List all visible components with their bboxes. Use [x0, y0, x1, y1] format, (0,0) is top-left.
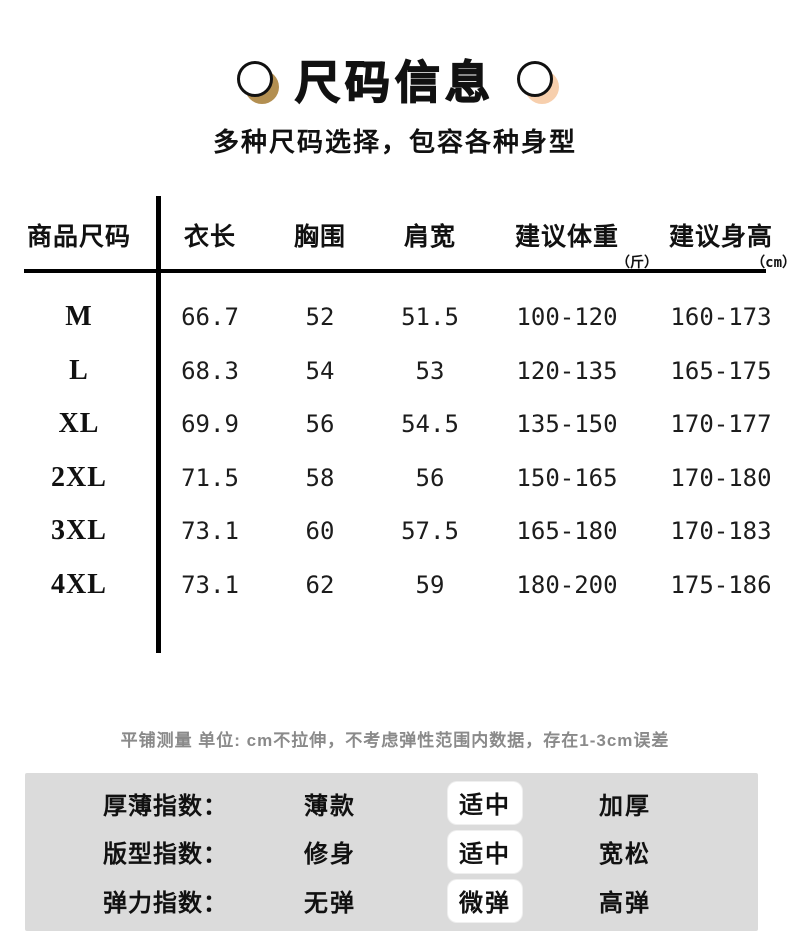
index-option-selected: 适中 — [410, 830, 560, 873]
cell-weight: 100-120 — [516, 303, 618, 331]
index-row-fit: 版型指数： 修身 适中 宽松 — [25, 830, 758, 873]
cell-weight: 150-165 — [516, 464, 618, 492]
cell-length: 73.1 — [181, 517, 239, 545]
table-row-m: M 66.7 52 51.5 100-120 160-173 — [0, 290, 790, 344]
column-header-height: 建议身高 （cm） — [652, 217, 790, 271]
cell-size: 4XL — [51, 569, 107, 600]
cell-chest: 54 — [305, 357, 335, 385]
cell-length: 68.3 — [181, 357, 239, 385]
page-title-row: 尺码信息 — [0, 46, 790, 111]
cell-length: 66.7 — [181, 303, 239, 331]
cell-size: XL — [58, 408, 100, 439]
column-unit-height: （cm） — [751, 255, 790, 271]
index-panel: 厚薄指数： 薄款 适中 加厚 版型指数： 修身 适中 宽松 弹力指数： 无弹 微… — [25, 773, 758, 931]
cell-length: 73.1 — [181, 571, 239, 599]
cell-height: 170-183 — [670, 517, 772, 545]
cell-weight: 135-150 — [516, 410, 618, 438]
column-header-size: 商品尺码 — [26, 223, 131, 251]
table-row-3xl: 3XL 73.1 60 57.5 165-180 170-183 — [0, 504, 790, 558]
column-header-weight-label: 建议体重 — [514, 223, 619, 251]
selected-option-box: 适中 — [448, 782, 522, 825]
cell-height: 160-173 — [670, 303, 772, 331]
index-option: 宽松 — [599, 841, 651, 869]
table-header-divider — [24, 269, 766, 273]
index-option: 无弹 — [304, 890, 356, 918]
index-option: 修身 — [304, 841, 356, 869]
index-row-thickness: 厚薄指数： 薄款 适中 加厚 — [25, 782, 758, 825]
cell-height: 170-180 — [670, 464, 772, 492]
cell-shoulder: 57.5 — [401, 517, 459, 545]
cell-length: 69.9 — [181, 410, 239, 438]
cell-length: 71.5 — [181, 464, 239, 492]
table-vertical-divider — [156, 196, 161, 653]
index-option: 薄款 — [304, 792, 356, 820]
size-table: 商品尺码 衣长 胸围 肩宽 建议体重 （斤） 建议身高 （cm） M 66.7 … — [0, 196, 790, 653]
cell-height: 175-186 — [670, 571, 772, 599]
cell-weight: 180-200 — [516, 571, 618, 599]
cell-size: L — [69, 355, 89, 386]
cell-size: M — [65, 301, 93, 332]
cell-chest: 58 — [305, 464, 335, 492]
cell-chest: 56 — [305, 410, 335, 438]
column-header-chest: 胸围 — [293, 223, 346, 251]
table-row-2xl: 2XL 71.5 58 56 150-165 170-180 — [0, 451, 790, 505]
index-label: 版型指数： — [103, 841, 228, 869]
measurement-note: 平铺测量 单位: cm不拉伸，不考虑弹性范围内数据，存在1-3cm误差 — [120, 731, 670, 750]
index-row-elasticity: 弹力指数： 无弹 微弹 高弹 — [25, 879, 758, 922]
table-row-l: L 68.3 54 53 120-135 165-175 — [0, 344, 790, 398]
cell-chest: 60 — [305, 517, 335, 545]
column-header-height-label: 建议身高 — [668, 223, 773, 251]
table-row-xl: XL 69.9 56 54.5 135-150 170-177 — [0, 397, 790, 451]
index-label: 弹力指数： — [103, 890, 228, 918]
selected-option-box: 适中 — [448, 830, 522, 873]
cell-height: 170-177 — [670, 410, 772, 438]
selected-option-box: 微弹 — [448, 879, 522, 922]
cell-size: 2XL — [51, 462, 107, 493]
page-subtitle: 多种尺码选择，包容各种身型 — [212, 127, 577, 157]
cell-shoulder: 53 — [415, 357, 445, 385]
table-row-4xl: 4XL 73.1 62 59 180-200 175-186 — [0, 558, 790, 612]
cell-weight: 165-180 — [516, 517, 618, 545]
index-option: 加厚 — [599, 792, 651, 820]
cell-shoulder: 56 — [415, 464, 445, 492]
index-option: 高弹 — [599, 890, 651, 918]
cell-shoulder: 54.5 — [401, 410, 459, 438]
cell-height: 165-175 — [670, 357, 772, 385]
cell-size: 3XL — [51, 515, 107, 546]
table-header-row: 商品尺码 衣长 胸围 肩宽 建议体重 （斤） 建议身高 （cm） — [0, 206, 790, 271]
cell-weight: 120-135 — [516, 357, 618, 385]
index-option-selected: 微弹 — [410, 879, 560, 922]
column-header-shoulder: 肩宽 — [403, 223, 456, 251]
index-label: 厚薄指数： — [103, 792, 228, 820]
cell-shoulder: 59 — [415, 571, 445, 599]
column-header-weight: 建议体重 （斤） — [482, 217, 658, 271]
decorative-circle-right-icon — [517, 60, 553, 97]
column-unit-weight: （斤） — [616, 255, 658, 271]
decorative-circle-left-icon — [236, 60, 273, 97]
page-title: 尺码信息 — [294, 56, 495, 109]
column-header-length: 衣长 — [183, 223, 236, 251]
index-option-selected: 适中 — [410, 782, 560, 825]
cell-shoulder: 51.5 — [401, 303, 459, 331]
cell-chest: 62 — [305, 571, 335, 599]
cell-chest: 52 — [305, 303, 335, 331]
